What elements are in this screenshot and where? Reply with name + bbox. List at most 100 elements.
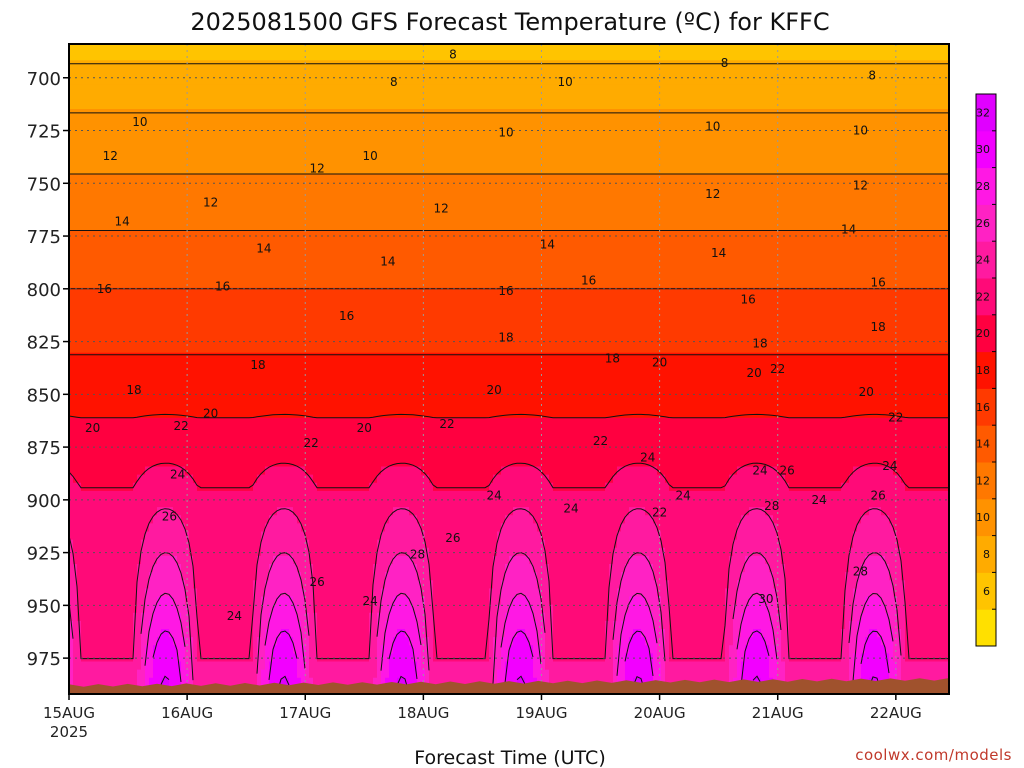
- contour-label: 10: [705, 119, 720, 133]
- contour-label: 24: [227, 609, 242, 623]
- contour-line: [848, 552, 902, 656]
- field-column: [501, 44, 506, 694]
- field-column: [837, 44, 842, 694]
- field-column: [281, 44, 286, 694]
- colorbar-label: 14: [976, 438, 990, 451]
- field-column: [105, 44, 110, 694]
- contour-label: 18: [605, 351, 620, 365]
- y-tick-label: 950: [27, 596, 61, 617]
- colorbar-bin: [976, 572, 996, 610]
- field-column: [113, 44, 118, 694]
- field-column: [333, 44, 338, 694]
- field-column: [941, 44, 946, 694]
- contour-label: 12: [309, 162, 324, 176]
- field-column: [313, 44, 318, 694]
- contour-label: 14: [115, 214, 130, 228]
- contour-label: 10: [557, 75, 572, 89]
- field-column: [353, 44, 358, 694]
- field-column: [121, 44, 126, 694]
- field-column: [833, 44, 838, 694]
- field-column: [589, 44, 594, 694]
- contour-label: 16: [215, 280, 230, 294]
- field-column: [529, 44, 534, 694]
- field-column: [497, 44, 502, 694]
- x-tick-label: 21AUG: [752, 704, 804, 722]
- x-tick-label: 15AUG: [43, 704, 95, 722]
- colorbar-label: 8: [983, 548, 990, 561]
- field-column: [369, 44, 374, 694]
- field-column: [517, 44, 522, 694]
- contour-line: [376, 552, 430, 671]
- field-column: [813, 44, 818, 694]
- field-column: [361, 44, 366, 694]
- contour-line: [144, 592, 186, 666]
- field-column: [357, 44, 362, 694]
- field-column: [473, 44, 478, 694]
- x-tick-label: 20AUG: [634, 704, 686, 722]
- field-column: [697, 44, 702, 694]
- contour-label: 18: [126, 383, 141, 397]
- field-column: [513, 44, 518, 694]
- contour-label: 20: [203, 406, 218, 420]
- colorbar-bin: [976, 204, 996, 242]
- contour-line: [752, 675, 762, 684]
- field-column: [533, 44, 538, 694]
- field-column: [721, 44, 726, 694]
- field-column: [717, 44, 722, 694]
- field-column: [689, 44, 694, 694]
- field-column: [713, 44, 718, 694]
- field-column: [441, 44, 446, 694]
- colorbar-frame: [975, 93, 997, 647]
- field-column: [349, 44, 354, 694]
- field-column: [577, 44, 582, 694]
- contour-label: 20: [487, 383, 502, 397]
- contour-label: 24: [882, 459, 897, 473]
- x-tick-label: 16AUG: [161, 704, 213, 722]
- field-column: [205, 44, 210, 694]
- contour-label: 22: [593, 434, 608, 448]
- colorbar-bin: [976, 498, 996, 537]
- field-column: [69, 44, 74, 694]
- contour-label: 8: [449, 48, 457, 62]
- field-column: [733, 44, 738, 694]
- contour-label: 20: [746, 366, 761, 380]
- contour-label: 12: [433, 202, 448, 216]
- field-column: [425, 44, 430, 694]
- field-column: [789, 44, 794, 694]
- contour-line: [160, 675, 170, 685]
- field-column: [229, 44, 234, 694]
- field-column: [753, 44, 758, 694]
- field-column: [169, 44, 174, 694]
- field-column: [821, 44, 826, 694]
- colorbar: 6 8 10 12 14 16 18 20 22 24 26 28 30 32: [975, 93, 997, 647]
- field-column: [445, 44, 450, 694]
- field-column: [729, 44, 734, 694]
- contour-label: 10: [132, 115, 147, 129]
- x-axis-label: Forecast Time (UTC): [414, 747, 605, 768]
- field-column: [621, 44, 626, 694]
- field-column: [405, 44, 410, 694]
- field-column: [541, 44, 546, 694]
- field-column: [177, 44, 182, 694]
- field-column: [397, 44, 402, 694]
- field-column: [853, 44, 858, 694]
- contour-line: [516, 675, 526, 685]
- colorbar-bin: [976, 167, 996, 205]
- y-tick-label: 750: [27, 174, 61, 195]
- field-column: [153, 44, 158, 694]
- contour-label: 16: [339, 309, 354, 323]
- field-column: [581, 44, 586, 694]
- field-column: [709, 44, 714, 694]
- contour-label: 20: [652, 356, 667, 370]
- field-column: [745, 44, 750, 694]
- field-column: [673, 44, 678, 694]
- contour-label: 20: [357, 421, 372, 435]
- field-column: [141, 44, 146, 694]
- contour-label: 22: [303, 436, 318, 450]
- field-column: [905, 44, 910, 694]
- field-column: [641, 44, 646, 694]
- field-column: [97, 44, 102, 694]
- contour-label: 26: [780, 463, 795, 477]
- field-column: [757, 44, 762, 694]
- contour-label: 20: [859, 385, 874, 399]
